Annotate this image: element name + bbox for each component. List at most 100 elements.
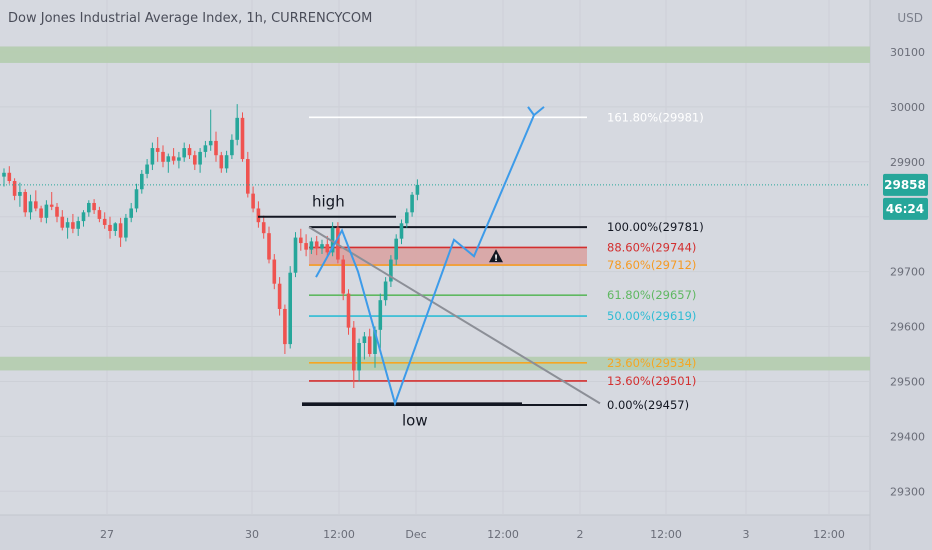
projection-arrowhead xyxy=(527,106,535,116)
candle-body xyxy=(224,155,229,169)
candle-body xyxy=(177,157,181,161)
x-tick-label: 12:00 xyxy=(487,528,519,541)
candle-body xyxy=(251,193,255,209)
y-tick-label: 29700 xyxy=(890,266,925,279)
candle-body xyxy=(113,223,118,231)
candle-body xyxy=(7,172,12,182)
y-tick-label: 29900 xyxy=(890,156,925,169)
candle-body xyxy=(320,244,324,249)
x-tick-label: 12:00 xyxy=(323,528,355,541)
x-tick-label: 27 xyxy=(100,528,114,541)
support-zone xyxy=(0,356,870,371)
candle-body xyxy=(182,148,186,158)
candle-body xyxy=(124,217,128,238)
currency-label: USD xyxy=(897,11,923,25)
countdown-value: 46:24 xyxy=(886,202,924,216)
candle-body xyxy=(299,237,303,244)
candle-body xyxy=(288,272,292,345)
candle-body xyxy=(39,208,43,218)
candle-body xyxy=(60,216,65,228)
fib-level-label: 100.00%(29781) xyxy=(607,220,704,234)
trend-line xyxy=(308,226,601,405)
candle-body xyxy=(208,140,213,146)
last-price-badge xyxy=(883,173,928,196)
candle-body xyxy=(28,201,33,213)
candle-body xyxy=(203,145,208,152)
x-tick-label: 12:00 xyxy=(650,528,682,541)
candle-body xyxy=(389,259,393,282)
fib-level-label: 13.60%(29501) xyxy=(607,374,696,388)
candle-body xyxy=(49,204,54,207)
candle-body xyxy=(65,222,70,228)
candle-body xyxy=(240,117,245,160)
price-badges: 29858 46:24 xyxy=(883,173,928,220)
candle-body xyxy=(367,336,372,354)
candle-body xyxy=(304,243,308,250)
candle-body xyxy=(166,156,171,162)
candle-body xyxy=(155,148,160,152)
candle-body xyxy=(198,151,202,165)
high-label: high xyxy=(312,193,345,211)
candle-body xyxy=(81,212,86,222)
resistance-zone xyxy=(0,46,870,63)
candle-body xyxy=(71,222,75,229)
warning-icon xyxy=(489,249,503,263)
candle-body xyxy=(277,283,282,309)
candle-body xyxy=(18,191,22,196)
candle-body xyxy=(405,212,409,224)
candle-body xyxy=(325,244,330,253)
candle-body xyxy=(267,233,271,260)
candle-body xyxy=(330,227,335,253)
axes: 30100 30000 29900 29700 29600 29500 29400 29300… xyxy=(100,46,925,541)
candle-body xyxy=(97,210,102,219)
drawings[interactable]: high low! xyxy=(0,106,870,430)
candle-body xyxy=(219,155,224,169)
candle-body xyxy=(230,139,234,156)
candle-body xyxy=(55,206,59,217)
fibonacci-levels[interactable]: 161.80%(29981) 100.00%(29781) 88.60%(29744… xyxy=(302,110,704,412)
fib-level-label: 88.60%(29744) xyxy=(607,240,696,254)
candle-body xyxy=(12,181,17,196)
candle-body xyxy=(171,156,176,161)
candle-body xyxy=(378,300,383,330)
candle-body xyxy=(283,308,287,345)
candle-body xyxy=(129,208,133,218)
y-tick-label: 30100 xyxy=(890,46,925,59)
low-label: low xyxy=(402,411,428,429)
candle-body xyxy=(373,329,377,354)
candle-body xyxy=(44,204,49,218)
candle-body xyxy=(256,208,261,223)
x-tick-label: 30 xyxy=(245,528,259,541)
candle-body xyxy=(246,159,250,194)
candle-body xyxy=(235,117,239,140)
last-price-value: 29858 xyxy=(884,178,926,192)
fib-level-label: 23.60%(29534) xyxy=(607,356,696,370)
candle-body xyxy=(134,189,139,209)
candle-body xyxy=(108,224,112,231)
y-tick-label: 29400 xyxy=(890,430,925,443)
x-tick-label: 2 xyxy=(577,528,584,541)
candle-body xyxy=(150,148,155,165)
candle-body xyxy=(214,140,218,156)
countdown-badge xyxy=(883,197,928,220)
fib-level-label: 50.00%(29619) xyxy=(607,309,696,323)
fib-level-label: 78.60%(29712) xyxy=(607,258,696,272)
candle-body xyxy=(415,184,420,195)
candle-body xyxy=(140,173,144,190)
candle-body xyxy=(261,222,266,234)
candle-body xyxy=(193,155,197,165)
candle-body xyxy=(346,293,351,328)
fib-level-label: 161.80%(29981) xyxy=(607,110,704,124)
y-tick-label: 29500 xyxy=(890,375,925,388)
fib-level-label: 0.00%(29457) xyxy=(607,398,689,412)
candle-body xyxy=(362,336,367,344)
candle-body xyxy=(102,218,107,225)
candle-body xyxy=(399,223,404,239)
candle-body xyxy=(23,191,27,213)
zones xyxy=(0,46,870,371)
candle-body xyxy=(34,201,38,209)
fib-level-label: 61.80%(29657) xyxy=(607,288,696,302)
candle-body xyxy=(92,202,96,211)
